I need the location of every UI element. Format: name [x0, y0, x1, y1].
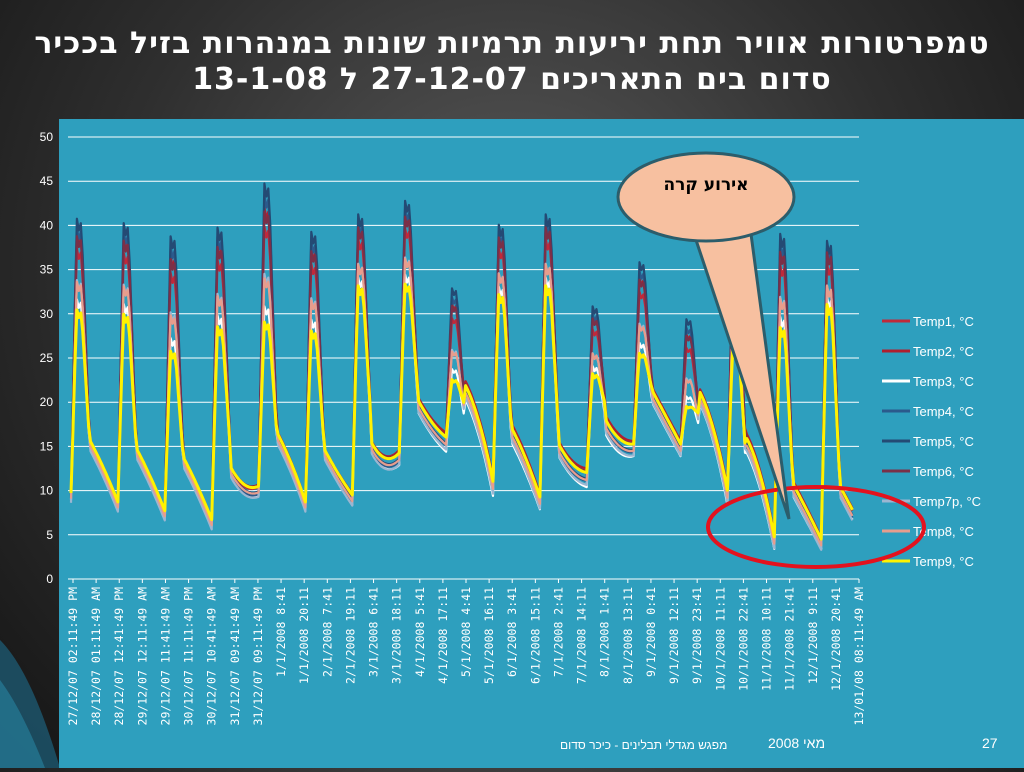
decorative-wave [0, 640, 60, 768]
x-tick-label: 5/1/2008 16:11 [482, 587, 496, 684]
x-tick-label: 10/1/2008 11:11 [713, 587, 727, 691]
x-tick-label: 10/1/2008 22:41 [736, 587, 750, 691]
callout-pointer [686, 217, 791, 520]
x-tick-label: 11/1/2008 21:41 [783, 587, 797, 691]
legend-label: Temp3, °C [913, 374, 974, 389]
x-tick-label: 31/12/07 09:11:49 PM [251, 587, 265, 726]
y-tick-label: 45 [40, 174, 54, 188]
x-tick-label: 3/1/2008 18:11 [390, 587, 404, 684]
slide-title-line1: טמפרטורות אוויר תחת יריעות תרמיות שונות … [34, 26, 990, 61]
footer-text: מפגש מגדלי תבלינים - כיכר סדום [560, 738, 728, 752]
x-tick-label: 7/1/2008 2:41 [551, 587, 565, 677]
page-number: 27 [982, 735, 998, 751]
y-tick-label: 30 [40, 307, 54, 321]
x-tick-label: 27/12/07 02:11:49 PM [66, 587, 80, 726]
callout-bubble [616, 151, 796, 243]
x-tick-label: 8/1/2008 1:41 [598, 587, 612, 677]
x-tick-label: 28/12/07 12:41:49 PM [112, 587, 126, 726]
x-tick-label: 11/1/2008 10:11 [760, 587, 774, 691]
y-tick-label: 5 [46, 528, 53, 542]
x-tick-label: 3/1/2008 6:41 [367, 587, 381, 677]
x-tick-label: 4/1/2008 5:41 [413, 587, 427, 677]
x-tick-label: 9/1/2008 0:41 [644, 587, 658, 677]
x-tick-label: 5/1/2008 4:41 [459, 587, 473, 677]
legend-label: Temp5, °C [913, 434, 974, 449]
series-line-9 [69, 282, 854, 541]
y-tick-label: 15 [40, 439, 54, 453]
legend-label: Temp4, °C [913, 404, 974, 419]
chart-panel: 0 5 10 15 20 25 30 35 40 45 50 27/12/07 02:11:49 PM… [40, 119, 1024, 768]
callout-join [689, 214, 751, 224]
legend-label: Temp1, °C [913, 314, 974, 329]
x-tick-label: 13/01/08 08:11:49 AM [852, 587, 866, 726]
legend-label: Temp9, °C [913, 554, 974, 569]
x-tick-label: 29/12/07 12:11:49 AM [135, 587, 149, 726]
x-tick-label: 7/1/2008 14:11 [575, 587, 589, 684]
y-tick-label: 0 [46, 572, 53, 586]
y-tick-label: 10 [40, 484, 54, 498]
y-tick-label: 35 [40, 263, 54, 277]
x-tick-label: 28/12/07 01:11:49 AM [89, 587, 103, 726]
x-tick-label: 6/1/2008 3:41 [505, 587, 519, 677]
y-tick-label: 50 [40, 130, 54, 144]
x-tick-label: 31/12/07 09:41:49 AM [228, 587, 242, 726]
x-tick-label: 1/1/2008 20:11 [297, 587, 311, 684]
footer-date: מאי 2008 [768, 735, 826, 751]
legend-label: Temp6, °C [913, 464, 974, 479]
x-tick-label: 9/1/2008 23:41 [690, 587, 704, 684]
temperature-chart: 0 5 10 15 20 25 30 35 40 45 50 27/12/07 02:11:49 PM… [40, 130, 981, 726]
x-tick-label: 29/12/07 11:41:49 AM [158, 587, 172, 726]
legend-label: Temp8, °C [913, 524, 974, 539]
callout-text: אירוע קרה [663, 175, 748, 195]
legend-label: Temp2, °C [913, 344, 974, 359]
x-tick-label: 9/1/2008 12:11 [667, 587, 681, 684]
x-tick-label: 12/1/2008 20:41 [829, 587, 843, 691]
x-tick-label: 2/1/2008 19:11 [343, 587, 357, 684]
y-tick-label: 20 [40, 395, 54, 409]
slide-title-line2: סדום בים התאריכים 27-12-07 ל 13-1-08 [192, 62, 832, 97]
cold-event-ring [706, 485, 926, 569]
y-tick-label: 25 [40, 351, 54, 365]
x-tick-label: 8/1/2008 13:11 [621, 587, 635, 684]
x-tick-label: 30/12/07 10:41:49 AM [205, 587, 219, 726]
x-tick-label: 1/1/2008 8:41 [274, 587, 288, 677]
series-line-8 [69, 257, 854, 547]
x-tick-label: 12/1/2008 9:11 [806, 587, 820, 684]
x-tick-label: 30/12/07 11:11:49 PM [182, 587, 196, 726]
x-tick-label: 6/1/2008 15:11 [528, 587, 542, 684]
legend-label: Temp7p, °C [913, 494, 981, 509]
y-tick-label: 40 [40, 218, 54, 232]
x-tick-label: 4/1/2008 17:11 [436, 587, 450, 684]
x-tick-label: 2/1/2008 7:41 [320, 587, 334, 677]
